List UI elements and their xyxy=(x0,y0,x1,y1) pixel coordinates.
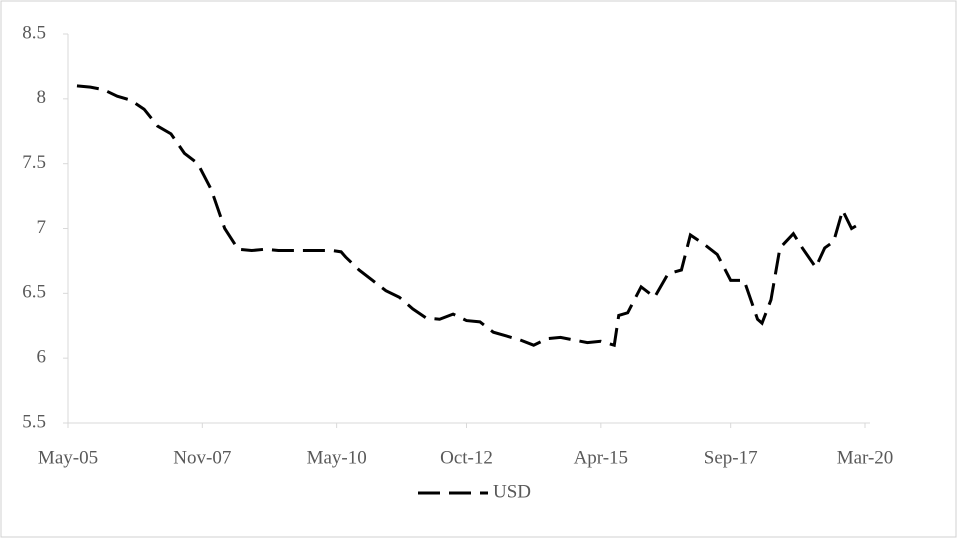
y-tick-label: 8.5 xyxy=(22,22,46,43)
y-tick-label: 7 xyxy=(37,217,47,238)
x-tick-label: May-10 xyxy=(307,447,367,468)
legend-label: USD xyxy=(493,481,531,502)
y-tick-label: 6 xyxy=(37,347,47,368)
x-tick-label: Nov-07 xyxy=(173,447,231,468)
x-tick-label: May-05 xyxy=(38,447,98,468)
data-line xyxy=(76,84,857,348)
y-tick-label: 7.5 xyxy=(22,152,46,173)
x-tick-label: Apr-15 xyxy=(574,447,629,468)
y-tick-label: 6.5 xyxy=(22,282,46,303)
y-tick-label: 8 xyxy=(37,87,47,108)
x-tick-label: Sep-17 xyxy=(704,447,758,468)
y-tick-label: 5.5 xyxy=(22,411,46,432)
x-tick-label: Oct-12 xyxy=(440,447,493,468)
x-tick-label: Mar-20 xyxy=(837,447,894,468)
